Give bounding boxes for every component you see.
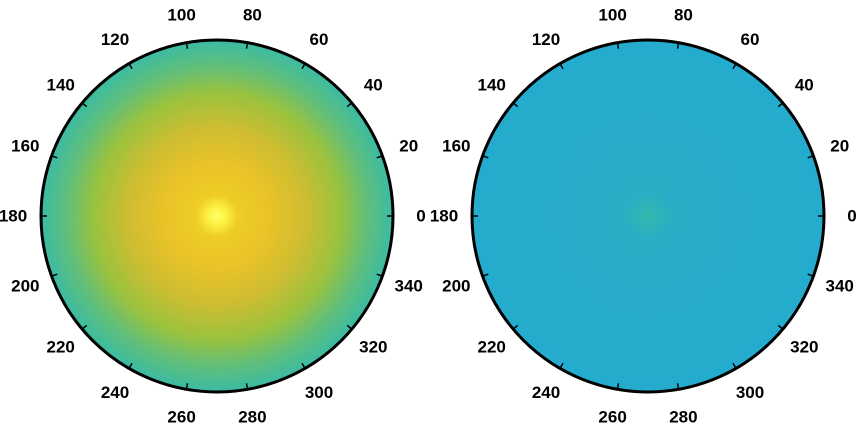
heatmap-disc	[472, 40, 824, 392]
angle-tick-mark	[301, 362, 306, 369]
angle-tick-label: 280	[669, 407, 697, 426]
angle-tick-label: 300	[736, 383, 764, 402]
angle-tick-label: 340	[826, 276, 854, 295]
angle-tick-label: 200	[442, 276, 470, 295]
angle-tick-label: 140	[478, 75, 506, 94]
angle-tick-label: 80	[674, 6, 693, 25]
angle-tick-mark	[128, 63, 133, 70]
angle-tick-mark	[512, 324, 519, 330]
angle-tick-label: 160	[442, 137, 470, 156]
angle-tick-mark	[185, 42, 189, 49]
angle-tick-mark	[807, 273, 814, 277]
angle-tick-label: 200	[11, 276, 39, 295]
right-polar-heatmap-panel: 0 20 40 60 80 100 120 140 160 180 200 220 240 260 280 3…	[430, 6, 857, 427]
angle-tick-mark	[51, 273, 58, 277]
angle-tick-mark	[777, 324, 784, 330]
angle-tick-label: 40	[364, 75, 383, 94]
angle-tick-mark	[807, 155, 814, 159]
angle-tick-label: 280	[238, 407, 266, 426]
angle-tick-mark	[512, 102, 519, 108]
angle-tick-label: 0	[416, 207, 425, 226]
angle-tick-label: 80	[243, 6, 262, 25]
angle-tick-label: 120	[101, 30, 129, 49]
angle-tick-mark	[676, 383, 680, 390]
angle-tick-label: 180	[430, 207, 458, 226]
angle-tick-label: 260	[167, 407, 195, 426]
angle-tick-label: 100	[167, 6, 195, 25]
angle-tick-label: 120	[532, 30, 560, 49]
angle-tick-label: 20	[399, 137, 418, 156]
angle-tick-mark	[51, 155, 58, 159]
angle-tick-label: 320	[359, 338, 387, 357]
angle-tick-label: 60	[310, 30, 329, 49]
angle-tick-label: 300	[305, 383, 333, 402]
angle-tick-mark	[185, 383, 189, 390]
angle-tick-label: 180	[0, 207, 27, 226]
angle-tick-mark	[616, 383, 620, 390]
angle-tick-label: 100	[598, 6, 626, 25]
angle-tick-mark	[376, 273, 383, 277]
angle-tick-mark	[128, 362, 133, 369]
angle-tick-label: 220	[47, 338, 75, 357]
angle-tick-mark	[245, 42, 249, 49]
angle-tick-label: 20	[830, 137, 849, 156]
angle-tick-mark	[376, 155, 383, 159]
angle-tick-mark	[81, 102, 88, 108]
angle-tick-label: 340	[395, 276, 423, 295]
angle-tick-label: 140	[47, 75, 75, 94]
angle-tick-mark	[301, 63, 306, 70]
angle-tick-mark	[732, 63, 737, 70]
angle-tick-mark	[81, 324, 88, 330]
angle-tick-label: 240	[101, 383, 129, 402]
angle-tick-label: 0	[847, 207, 856, 226]
angle-tick-mark	[616, 42, 620, 49]
angle-tick-mark	[482, 273, 489, 277]
angle-tick-label: 40	[795, 75, 814, 94]
angle-tick-mark	[245, 383, 249, 390]
angle-tick-mark	[777, 102, 784, 108]
angle-tick-label: 220	[478, 338, 506, 357]
angle-tick-label: 160	[11, 137, 39, 156]
left-polar-heatmap-panel: 0 20 40 60 80 100 120 140 160 180 200 220 240 260 280 3…	[0, 6, 426, 427]
angle-tick-label: 260	[598, 407, 626, 426]
angle-tick-mark	[732, 362, 737, 369]
angle-tick-label: 320	[790, 338, 818, 357]
heatmap-disc	[41, 40, 393, 392]
angle-tick-label: 240	[532, 383, 560, 402]
angle-tick-mark	[676, 42, 680, 49]
angle-tick-mark	[346, 102, 353, 108]
angle-tick-mark	[559, 63, 564, 70]
angle-tick-mark	[346, 324, 353, 330]
angle-tick-mark	[482, 155, 489, 159]
angle-tick-mark	[559, 362, 564, 369]
angle-tick-label: 60	[741, 30, 760, 49]
